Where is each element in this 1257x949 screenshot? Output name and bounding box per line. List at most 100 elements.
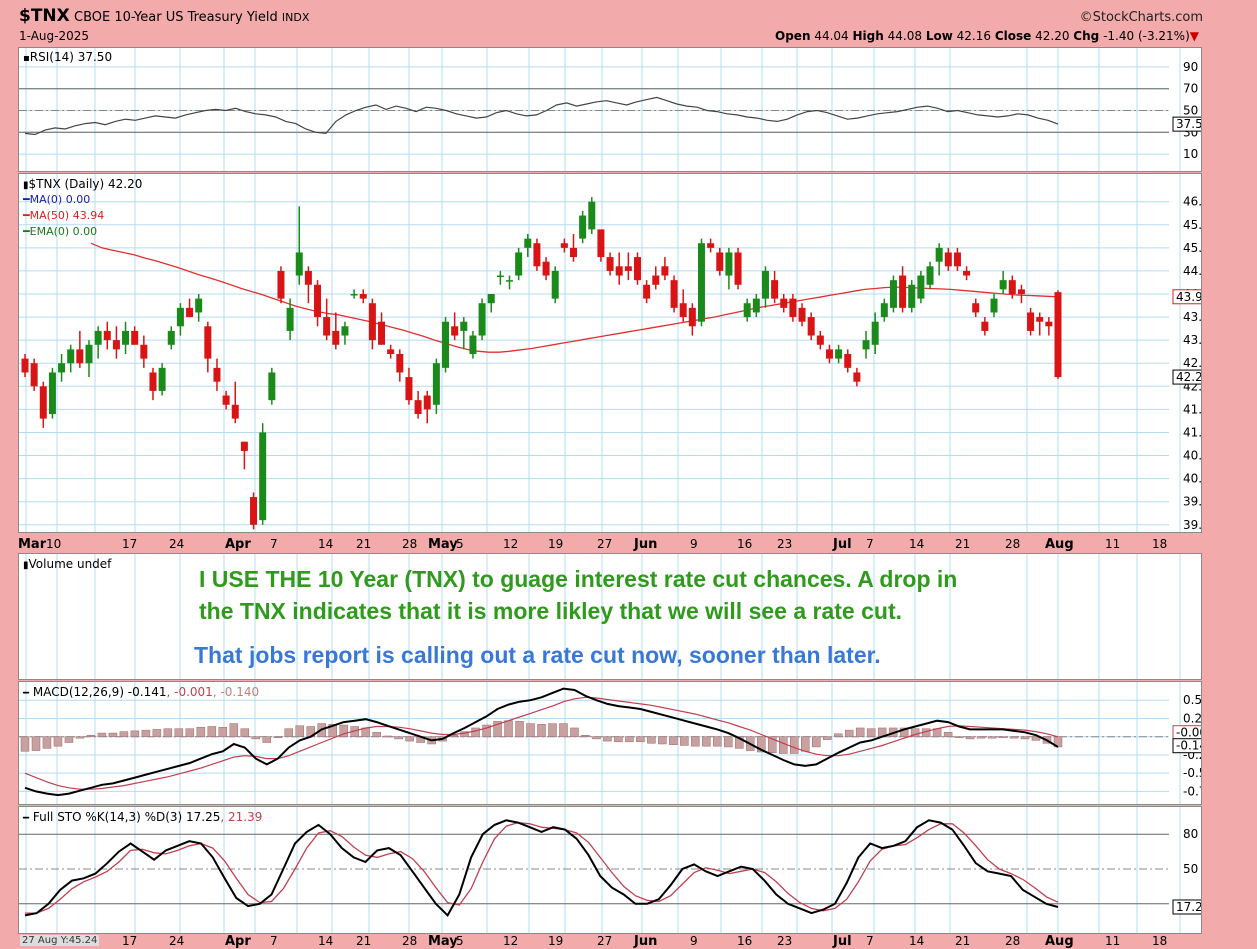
x-tick-label: 18 xyxy=(1152,934,1167,948)
macd-line xyxy=(24,687,1059,797)
macd-histogram-bar xyxy=(339,724,348,737)
candle-body xyxy=(240,441,248,451)
chart-symbol: $TNX xyxy=(19,6,70,26)
chart-icon: ▪ xyxy=(23,53,30,64)
macd-histogram-bar xyxy=(987,736,997,739)
y-tick-label: 50 xyxy=(1183,104,1198,118)
candle-body xyxy=(341,326,349,336)
candle-body xyxy=(186,307,194,318)
stochastic-panel: ━ Full STO %K(14,3) %D(3) 17.25, 21.39 8… xyxy=(18,806,1202,934)
ohlc-readout: Open 44.04 High 44.08 Low 42.16 Close 42… xyxy=(775,29,1199,43)
macd-histogram-bar xyxy=(954,736,964,738)
macd-histogram-bar xyxy=(691,736,700,747)
y-tick-label: 40.5 xyxy=(1183,449,1202,463)
x-tick-label: 14 xyxy=(909,934,924,948)
macd-panel: ━ MACD(12,26,9) -0.141, -0.001, -0.140 0… xyxy=(18,681,1202,805)
candle-body xyxy=(643,284,651,299)
price-panel: ▮$TNX (Daily) 42.20 ━MA(0) 0.00 ━MA(50) … xyxy=(18,173,1202,533)
y-tick-label: 39.0 xyxy=(1183,518,1202,532)
x-tick-label: 21 xyxy=(955,537,970,551)
x-tick-label: Jun xyxy=(633,537,657,552)
candle-body xyxy=(76,349,84,364)
low-label: Low xyxy=(925,29,953,43)
candle-body xyxy=(1045,321,1053,327)
macd-histogram-bar xyxy=(866,728,876,737)
candle-body xyxy=(304,270,312,285)
candle-body xyxy=(542,261,550,276)
y-tick-label: 40.0 xyxy=(1183,472,1202,486)
chart-description: CBOE 10-Year US Treasury Yield INDX xyxy=(74,10,309,25)
candle-body xyxy=(752,298,760,313)
macd-histogram-bar xyxy=(20,736,30,752)
x-tick-label: Jun xyxy=(633,934,657,949)
macd-histogram-bar xyxy=(482,724,491,737)
macd-histogram-bar xyxy=(262,736,272,743)
candle-body xyxy=(597,229,605,258)
candle-body xyxy=(414,400,422,414)
x-tick-label: 12 xyxy=(503,537,518,551)
candle-body xyxy=(204,326,212,359)
x-tick-label: May xyxy=(428,537,458,552)
candle-body xyxy=(917,275,925,299)
legend-ma50: ━MA(50) 43.94 xyxy=(23,209,105,222)
x-tick-label: 17 xyxy=(122,934,137,948)
candle-body xyxy=(798,307,806,322)
legend-ma0: ━MA(0) 0.00 xyxy=(23,193,91,206)
candle-body xyxy=(268,372,276,401)
ma50-value-label-box xyxy=(1172,289,1201,305)
macd-histogram-bar xyxy=(372,732,381,737)
x-tick-label: 9 xyxy=(690,537,698,551)
macd-label: ━ MACD(12,26,9) -0.141, -0.001, -0.140 xyxy=(23,685,260,699)
macd-histogram-bar xyxy=(822,736,832,740)
candle-body xyxy=(1027,312,1035,331)
candle-body xyxy=(670,280,678,308)
candle-body xyxy=(167,330,175,345)
candle-body xyxy=(707,243,715,248)
macd-histogram-bar xyxy=(119,731,129,737)
candle-body xyxy=(661,266,669,276)
x-tick-label: 17 xyxy=(122,537,137,551)
y-tick-label: 0.50 xyxy=(1183,693,1202,707)
candle-body xyxy=(432,363,440,405)
candle-body xyxy=(487,294,495,304)
x-tick-label: 16 xyxy=(737,537,752,551)
rsi-line xyxy=(24,96,1059,136)
macd-histogram-bar xyxy=(394,736,403,740)
macd-histogram-bar xyxy=(790,736,799,754)
high-value: 44.08 xyxy=(887,29,922,43)
x-tick-label: 27 xyxy=(597,537,612,551)
sto-label: ━ Full STO %K(14,3) %D(3) 17.25, 21.39 xyxy=(23,810,263,824)
macd-histogram-bar xyxy=(658,736,667,745)
macd-histogram-bar xyxy=(86,734,96,737)
macd-signal-value-label: -0.001 xyxy=(1176,726,1202,740)
candle-body xyxy=(807,317,815,336)
sto-k-line xyxy=(24,819,1059,918)
macd-histogram-bar xyxy=(1031,736,1041,741)
y-tick-label: -0.75 xyxy=(1183,784,1202,798)
x-tick-label: May xyxy=(428,934,458,949)
candle-body xyxy=(195,298,203,313)
macd-histogram-bar xyxy=(669,736,678,745)
candle-body xyxy=(1054,292,1062,378)
candle-body xyxy=(21,358,29,373)
y-tick-label: 50 xyxy=(1183,862,1198,876)
high-label: High xyxy=(852,29,884,43)
macd-histogram-bar xyxy=(647,736,656,744)
candle-body xyxy=(213,367,221,382)
candle-body xyxy=(368,303,376,341)
macd-histogram-bar xyxy=(31,736,41,751)
x-tick-label: 7 xyxy=(270,537,278,551)
macd-histogram-bar xyxy=(64,736,74,743)
close-label: Close xyxy=(994,29,1032,43)
x-tick-label: 7 xyxy=(270,934,278,948)
macd-histogram-bar xyxy=(229,723,239,737)
candle-body xyxy=(524,238,532,248)
y-tick-label: 41.0 xyxy=(1183,425,1202,439)
x-tick-label: 11 xyxy=(1105,537,1120,551)
candle-body xyxy=(149,372,157,391)
candle-body xyxy=(862,340,870,350)
candle-body xyxy=(442,321,450,368)
candle-body xyxy=(140,344,148,359)
candle-body xyxy=(844,354,852,368)
